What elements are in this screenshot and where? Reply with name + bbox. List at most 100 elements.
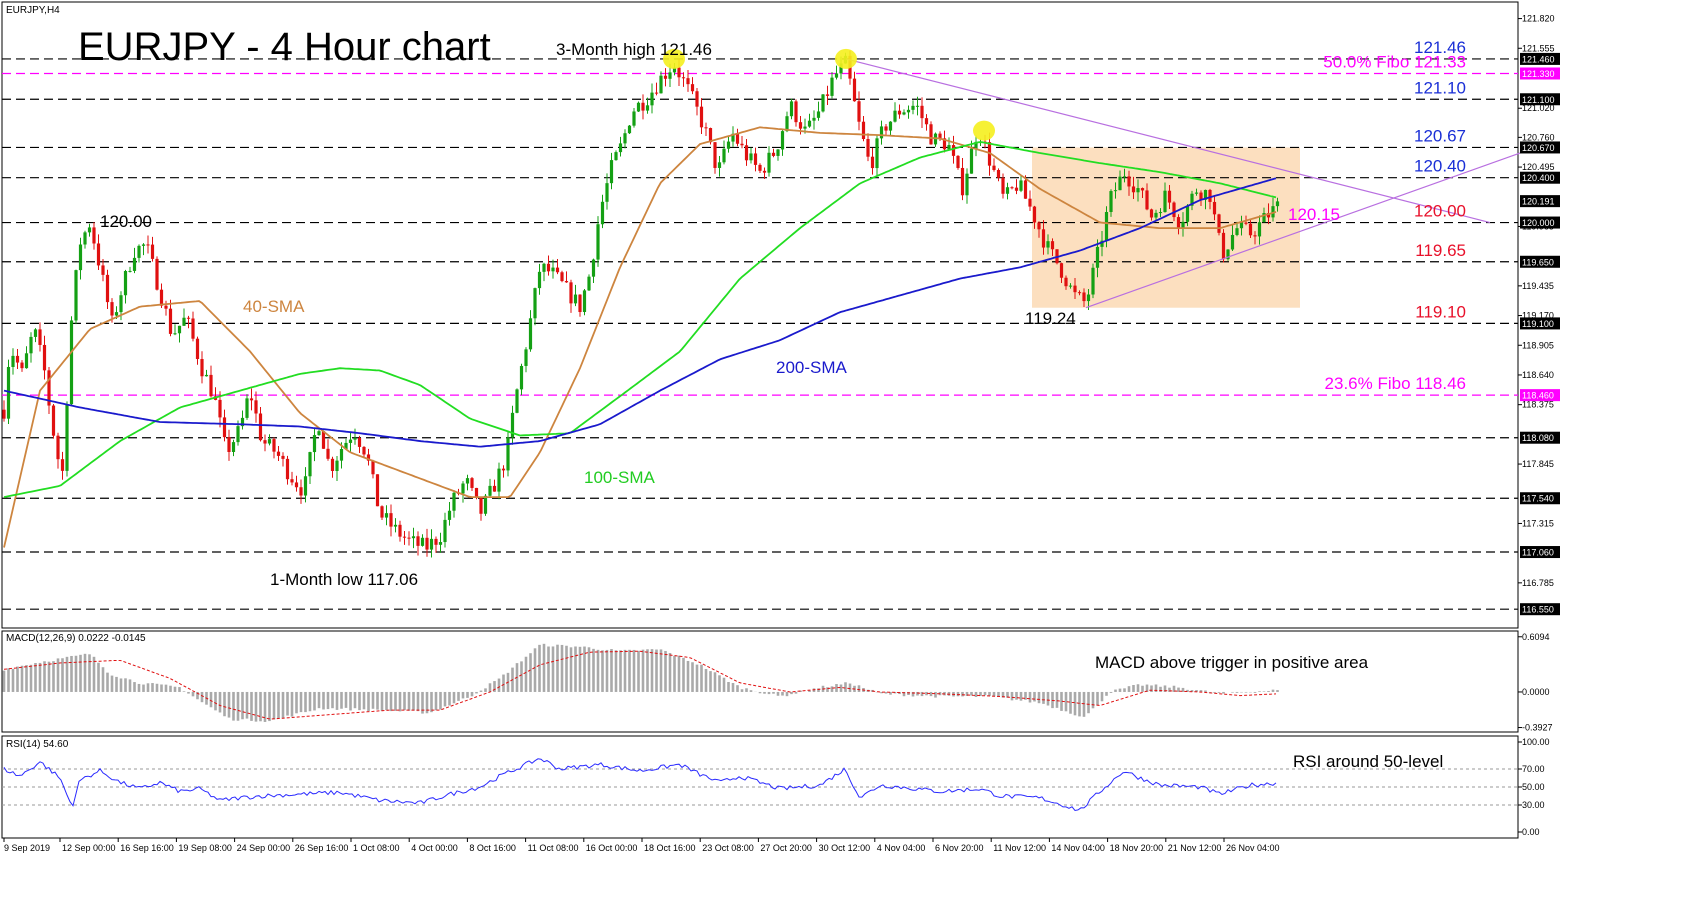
candle-body xyxy=(645,105,650,111)
candle-body xyxy=(29,336,33,354)
y-tick-label: 117.845 xyxy=(1522,459,1554,469)
price-tag-bg xyxy=(1520,52,1560,65)
candle-body xyxy=(1059,263,1064,278)
candle-body xyxy=(101,265,105,275)
x-tick-label: 1 Oct 08:00 xyxy=(353,843,400,853)
candle-body xyxy=(159,289,164,306)
candle-body xyxy=(974,141,978,149)
macd-panel-frame xyxy=(1,630,1519,733)
high-marker xyxy=(663,48,685,69)
candle-body xyxy=(137,245,141,258)
candle-body xyxy=(654,92,659,94)
y-tick-label: 116.785 xyxy=(1522,578,1554,588)
candle-body xyxy=(276,451,281,456)
candle-body xyxy=(1113,190,1118,192)
level-label: 119.10 xyxy=(1415,302,1466,321)
candle-body xyxy=(312,435,317,453)
candle-body xyxy=(767,152,771,173)
candle-body xyxy=(893,110,897,122)
candle-body xyxy=(510,412,515,438)
candle-body xyxy=(902,112,906,115)
x-tick-label: 6 Nov 20:00 xyxy=(935,843,984,853)
annotation-120: 120.00 xyxy=(100,212,152,231)
candle-body xyxy=(155,258,159,290)
candle-body xyxy=(870,156,875,169)
candle-body xyxy=(353,437,357,440)
candle-body xyxy=(281,455,285,459)
candle-body xyxy=(1077,292,1082,294)
price-tag-bg xyxy=(1520,171,1560,184)
rsi-tick-label: 0.00 xyxy=(1522,827,1540,837)
x-tick-label: 11 Oct 08:00 xyxy=(528,843,579,853)
candle-body xyxy=(609,160,614,184)
candle-body xyxy=(731,133,735,142)
candle-body xyxy=(789,101,794,117)
candle-body xyxy=(708,128,713,143)
level-label: 119.65 xyxy=(1415,241,1466,260)
candle-body xyxy=(362,446,366,455)
candle-body xyxy=(866,138,870,157)
candle-body xyxy=(105,274,110,303)
candle-body xyxy=(803,126,807,129)
candle-body xyxy=(42,344,47,371)
candle-body xyxy=(168,308,173,334)
candle-body xyxy=(888,121,893,131)
candle-body xyxy=(384,513,389,518)
price-tag-label: 120.670 xyxy=(1522,143,1555,153)
level-label: 120.00 xyxy=(1414,202,1466,221)
candle-body xyxy=(1212,201,1217,215)
annotation-1month-low: 1-Month low 117.06 xyxy=(270,570,418,589)
candle-body xyxy=(690,84,695,92)
price-tag-label: 120.400 xyxy=(1522,173,1555,183)
x-tick-label: 19 Sep 08:00 xyxy=(178,843,232,853)
candle-body xyxy=(20,362,24,369)
candle-body xyxy=(915,105,920,107)
candle-body xyxy=(357,437,362,447)
candle-body xyxy=(11,355,15,367)
candle-body xyxy=(1253,235,1257,237)
candle-body xyxy=(74,270,78,321)
candle-body xyxy=(245,398,249,418)
candle-body xyxy=(452,492,456,511)
candle-body xyxy=(254,400,258,414)
candle-body xyxy=(1172,202,1176,218)
candle-body xyxy=(416,536,420,546)
candle-body xyxy=(537,271,542,289)
candle-body xyxy=(875,138,879,169)
candle-body xyxy=(290,479,294,483)
candle-body xyxy=(380,506,384,518)
candle-body xyxy=(1041,229,1046,248)
candle-body xyxy=(627,125,632,134)
candle-body xyxy=(1140,188,1145,191)
rsi-note: RSI around 50-level xyxy=(1293,752,1443,771)
high-marker xyxy=(973,120,995,141)
x-tick-label: 4 Oct 00:00 xyxy=(411,843,458,853)
price-tag-label: 119.650 xyxy=(1522,257,1554,267)
candle-body xyxy=(632,111,636,126)
x-tick-label: 12 Sep 00:00 xyxy=(62,843,116,853)
candle-body xyxy=(128,270,132,272)
price-tag-bg xyxy=(1520,195,1560,208)
candle-body xyxy=(735,133,740,144)
candle-body xyxy=(524,349,528,366)
candle-body xyxy=(78,244,83,271)
candle-body xyxy=(294,482,299,488)
candle-body xyxy=(605,183,609,202)
candle-body xyxy=(677,67,681,78)
candle-body xyxy=(744,145,749,161)
candle-body xyxy=(407,537,411,539)
candle-body xyxy=(204,374,209,377)
sma200-label: 200-SMA xyxy=(776,358,848,377)
candle-body xyxy=(389,513,393,527)
candle-body xyxy=(717,162,722,168)
candle-body xyxy=(146,244,150,246)
candle-body xyxy=(1154,212,1158,218)
candle-body xyxy=(816,111,821,118)
candle-body xyxy=(465,478,470,484)
candle-body xyxy=(1091,267,1095,295)
candle-body xyxy=(951,145,956,156)
x-tick-label: 26 Nov 04:00 xyxy=(1226,843,1280,853)
candle-body xyxy=(47,370,51,406)
candle-body xyxy=(1019,180,1023,191)
